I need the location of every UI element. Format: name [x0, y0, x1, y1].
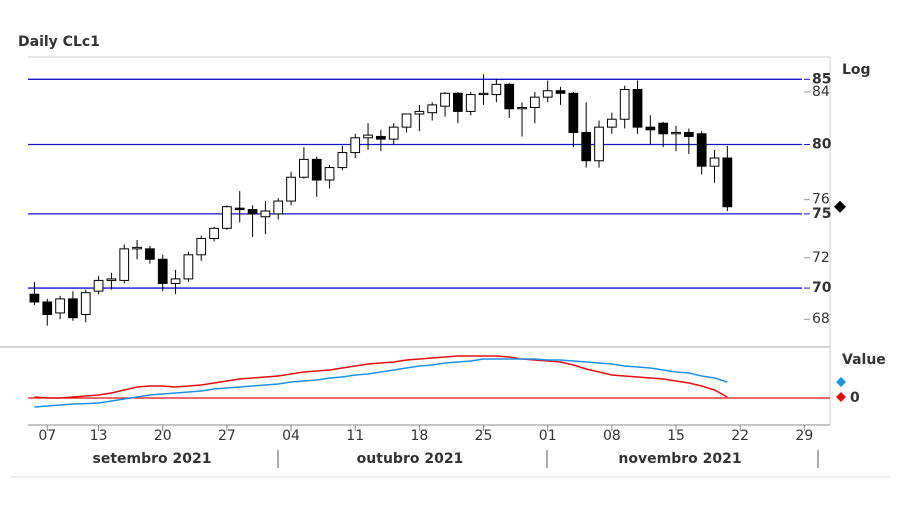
indicator-label: Value [842, 352, 886, 368]
candle-body [55, 298, 65, 314]
candle-body [645, 126, 656, 131]
candle-body [632, 88, 643, 128]
candle-body [709, 157, 720, 167]
x-tick-label: 20 [154, 428, 172, 444]
y-tick-label: 75 [812, 206, 831, 222]
candle-body [80, 292, 91, 316]
candle-body [376, 135, 386, 140]
candle-body [145, 248, 155, 260]
candle-body [260, 210, 271, 218]
candle-body [414, 110, 425, 115]
candle-body [183, 254, 194, 280]
month-label: outubro 2021 [357, 451, 464, 467]
candle-body [324, 167, 335, 181]
candle-body [286, 176, 296, 202]
last-price-marker [834, 200, 846, 213]
candle-body [478, 92, 489, 96]
candle-body [350, 137, 361, 154]
y-tick-label: 68 [812, 311, 830, 327]
x-tick-label: 01 [539, 428, 557, 444]
y-tick-label: 70 [812, 280, 832, 296]
candle-body [658, 122, 669, 135]
candle-body [273, 200, 284, 215]
candle-body [93, 279, 104, 292]
candle-body [453, 92, 463, 112]
candle-body [68, 298, 78, 319]
candle-body [157, 258, 168, 284]
x-tick-label: 27 [218, 428, 236, 444]
x-tick-label: 07 [38, 428, 56, 444]
y-tick-label: 72 [812, 250, 830, 266]
x-tick-label: 18 [410, 428, 428, 444]
candle-body [427, 104, 438, 114]
candle-body [504, 83, 515, 110]
candle-body [337, 152, 348, 169]
candle-body [170, 278, 181, 284]
y-tick-label: 85 [812, 71, 831, 87]
indicator-line [34, 355, 728, 399]
candle-body [247, 209, 258, 215]
candle-body [209, 227, 219, 240]
candle-body [696, 133, 707, 167]
x-tick-label: 04 [282, 428, 300, 444]
scale-label: Log [842, 62, 871, 78]
y-tick-label: 76 [812, 192, 830, 208]
candle-body [222, 206, 232, 229]
candle-body [683, 131, 694, 137]
candle-body [465, 94, 476, 112]
candle-body [530, 96, 540, 108]
x-tick-label: 15 [667, 428, 685, 444]
candle-body [440, 92, 450, 107]
candle-body [542, 90, 553, 98]
indicator-line [34, 358, 728, 408]
candle-body [491, 83, 502, 96]
candle-body [619, 88, 630, 120]
last-value-marker [836, 377, 846, 387]
candle-body [388, 126, 399, 140]
candle-body [106, 278, 117, 281]
x-tick-label: 08 [603, 428, 621, 444]
candle-body [606, 118, 617, 128]
candle-body [132, 246, 142, 250]
candle-body [401, 113, 412, 128]
candle-body [555, 90, 566, 94]
candle-body [594, 126, 604, 162]
month-label: novembro 2021 [618, 451, 741, 467]
candle-body [42, 301, 53, 316]
month-label: setembro 2021 [93, 451, 212, 467]
y-tick-label: 80 [812, 136, 832, 152]
y-tick-label: 84 [812, 84, 830, 100]
last-value-marker [836, 392, 846, 402]
candle-body [299, 158, 309, 178]
candle-body [581, 131, 592, 162]
candle-body [517, 106, 527, 110]
x-tick-label: 22 [731, 428, 749, 444]
candle-body [196, 238, 207, 256]
chart-title: Daily CLc1 [18, 34, 100, 50]
candle-body [722, 157, 733, 208]
candle-body [119, 248, 130, 281]
candle-body [234, 207, 245, 211]
x-tick-label: 25 [475, 428, 493, 444]
y-tick-label: 0 [850, 390, 860, 406]
candle-body [671, 131, 681, 135]
x-tick-label: 29 [795, 428, 813, 444]
candle-body [311, 158, 322, 181]
candle-body [29, 293, 40, 303]
candle-body [363, 134, 373, 139]
candle-body [568, 92, 579, 133]
x-tick-label: 13 [90, 428, 108, 444]
x-tick-label: 11 [346, 428, 364, 444]
